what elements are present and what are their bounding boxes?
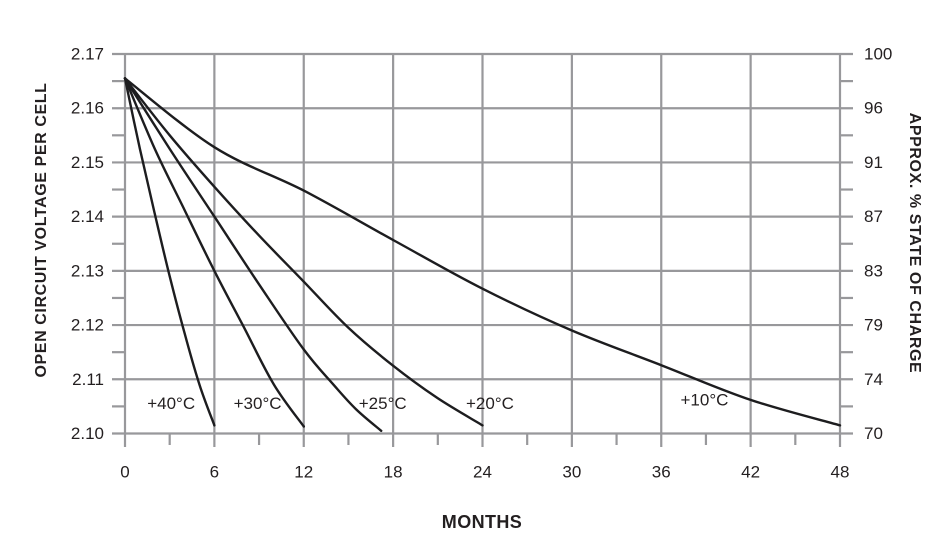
left-axis-tick-label: 2.13: [71, 261, 104, 280]
x-axis-tick-label: 36: [652, 463, 671, 482]
x-axis-tick-label: 0: [120, 463, 129, 482]
left-axis-tick-label: 2.15: [71, 153, 104, 172]
right-axis-tick-label: 70: [864, 424, 883, 443]
series-label-20c: +20°C: [466, 394, 514, 413]
right-axis-tick-label: 87: [864, 207, 883, 226]
right-axis-tick-label: 83: [864, 261, 883, 280]
curve-10c: [123, 77, 842, 427]
label-layer: 2.17 100 2.16 96 2.15 91 2.14 87 2.13 83 2.12 79 2.1…: [71, 45, 892, 482]
right-axis-tick-label: 79: [864, 316, 883, 335]
x-axis-tick-label: 42: [741, 463, 760, 482]
right-axis-tick-label: 100: [864, 45, 892, 64]
right-axis-title: APPROX. % STATE OF CHARGE: [906, 113, 923, 374]
curve-25c: [123, 77, 383, 432]
left-axis-tick-label: 2.12: [71, 316, 104, 335]
left-axis-tick-label: 2.14: [71, 207, 104, 226]
x-axis-tick-label: 24: [473, 463, 492, 482]
x-axis-tick-label: 6: [210, 463, 219, 482]
series-label-10c: +10°C: [680, 390, 728, 409]
curve-20c: [123, 77, 484, 427]
x-axis-tick-label: 30: [562, 463, 581, 482]
left-axis-tick-label: 2.17: [71, 45, 104, 64]
series-label-40c: +40°C: [147, 394, 195, 413]
right-axis-tick-label: 96: [864, 99, 883, 118]
x-axis-title: MONTHS: [442, 512, 522, 532]
grid-layer: [112, 52, 853, 447]
series-label-30c: +30°C: [234, 394, 282, 413]
left-axis-tick-label: 2.16: [71, 99, 104, 118]
right-axis-tick-label: 91: [864, 153, 883, 172]
left-axis-tick-label: 2.11: [72, 370, 104, 389]
left-axis-tick-label: 2.10: [71, 424, 104, 443]
curve-layer: [123, 77, 842, 432]
left-axis-title: OPEN CIRCUIT VOLTAGE PER CELL: [33, 82, 50, 377]
x-axis-tick-label: 12: [294, 463, 313, 482]
series-label-25c: +25°C: [359, 394, 407, 413]
x-axis-tick-label: 18: [384, 463, 403, 482]
right-axis-tick-label: 74: [864, 370, 883, 389]
curve-30c: [123, 77, 305, 428]
curve-40c: [123, 77, 216, 427]
x-axis-tick-label: 48: [831, 463, 850, 482]
